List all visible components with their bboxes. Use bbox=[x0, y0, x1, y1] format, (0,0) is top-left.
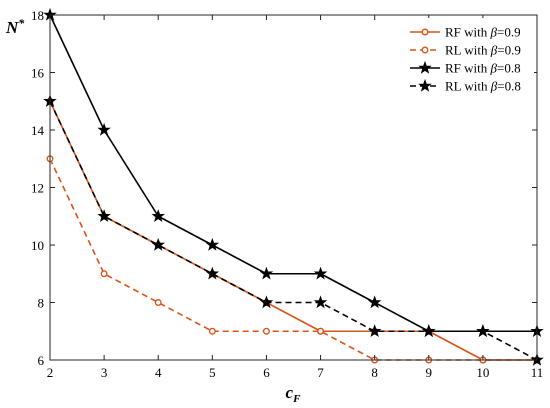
legend-entry-1: RF with β=0.9 bbox=[410, 25, 521, 40]
x-tick-label: 5 bbox=[209, 365, 216, 380]
y-tick-label: 6 bbox=[38, 353, 45, 368]
data-point bbox=[367, 324, 382, 338]
x-tick-label: 9 bbox=[426, 365, 433, 380]
y-tick-label: 10 bbox=[31, 238, 44, 253]
legend-entry-4: RL with β=0.8 bbox=[410, 79, 521, 94]
legend-marker bbox=[418, 60, 432, 74]
legend-entry-2: RL with β=0.9 bbox=[410, 43, 521, 58]
legend-label: RF with β=0.9 bbox=[445, 25, 521, 40]
y-tick-label: 18 bbox=[31, 8, 44, 23]
series-line bbox=[49, 14, 537, 333]
data-point bbox=[97, 209, 111, 223]
x-tick-label: 6 bbox=[263, 365, 270, 380]
data-point bbox=[422, 324, 436, 338]
data-point bbox=[205, 237, 220, 251]
y-tick-label: 8 bbox=[38, 296, 45, 311]
data-point bbox=[262, 327, 270, 335]
legend-label: RL with β=0.8 bbox=[445, 79, 521, 94]
data-point bbox=[151, 209, 165, 223]
y-tick-label: 12 bbox=[31, 181, 44, 196]
legend-marker bbox=[421, 28, 429, 36]
data-point bbox=[313, 295, 328, 309]
legend-entry-3: RF with β=0.8 bbox=[410, 61, 521, 76]
data-point bbox=[205, 266, 220, 280]
x-tick-label: 4 bbox=[155, 365, 162, 380]
x-axis-title: cF bbox=[286, 383, 302, 405]
legend: RF with β=0.9 RL with β=0.9 RF with β=0.8 R… bbox=[404, 18, 534, 96]
x-tick-label: 2 bbox=[47, 365, 54, 380]
y-tick-label: 14 bbox=[31, 123, 45, 138]
data-point bbox=[208, 327, 216, 335]
data-point bbox=[151, 237, 165, 251]
axes-box bbox=[49, 14, 538, 361]
series-line bbox=[49, 100, 537, 361]
y-axis-title: N* bbox=[5, 16, 25, 37]
data-point bbox=[476, 324, 490, 338]
data-point bbox=[154, 299, 162, 306]
data-point bbox=[259, 295, 274, 309]
x-tick-label: 8 bbox=[371, 365, 378, 380]
data-point bbox=[367, 295, 382, 309]
data-point bbox=[97, 122, 111, 136]
x-tick-label: 3 bbox=[101, 365, 108, 380]
data-point bbox=[100, 270, 108, 278]
data-point bbox=[317, 327, 325, 335]
legend-label: RL with β=0.9 bbox=[445, 43, 521, 58]
legend-marker bbox=[421, 46, 429, 54]
y-tick-label: 16 bbox=[31, 66, 45, 81]
legend-marker bbox=[418, 78, 432, 92]
x-tick-label: 10 bbox=[476, 365, 489, 380]
data-point bbox=[259, 266, 274, 280]
data-point bbox=[313, 266, 328, 280]
x-tick-label: 11 bbox=[531, 365, 544, 380]
legend-label: RF with β=0.8 bbox=[445, 61, 521, 76]
x-tick-label: 7 bbox=[317, 365, 324, 380]
